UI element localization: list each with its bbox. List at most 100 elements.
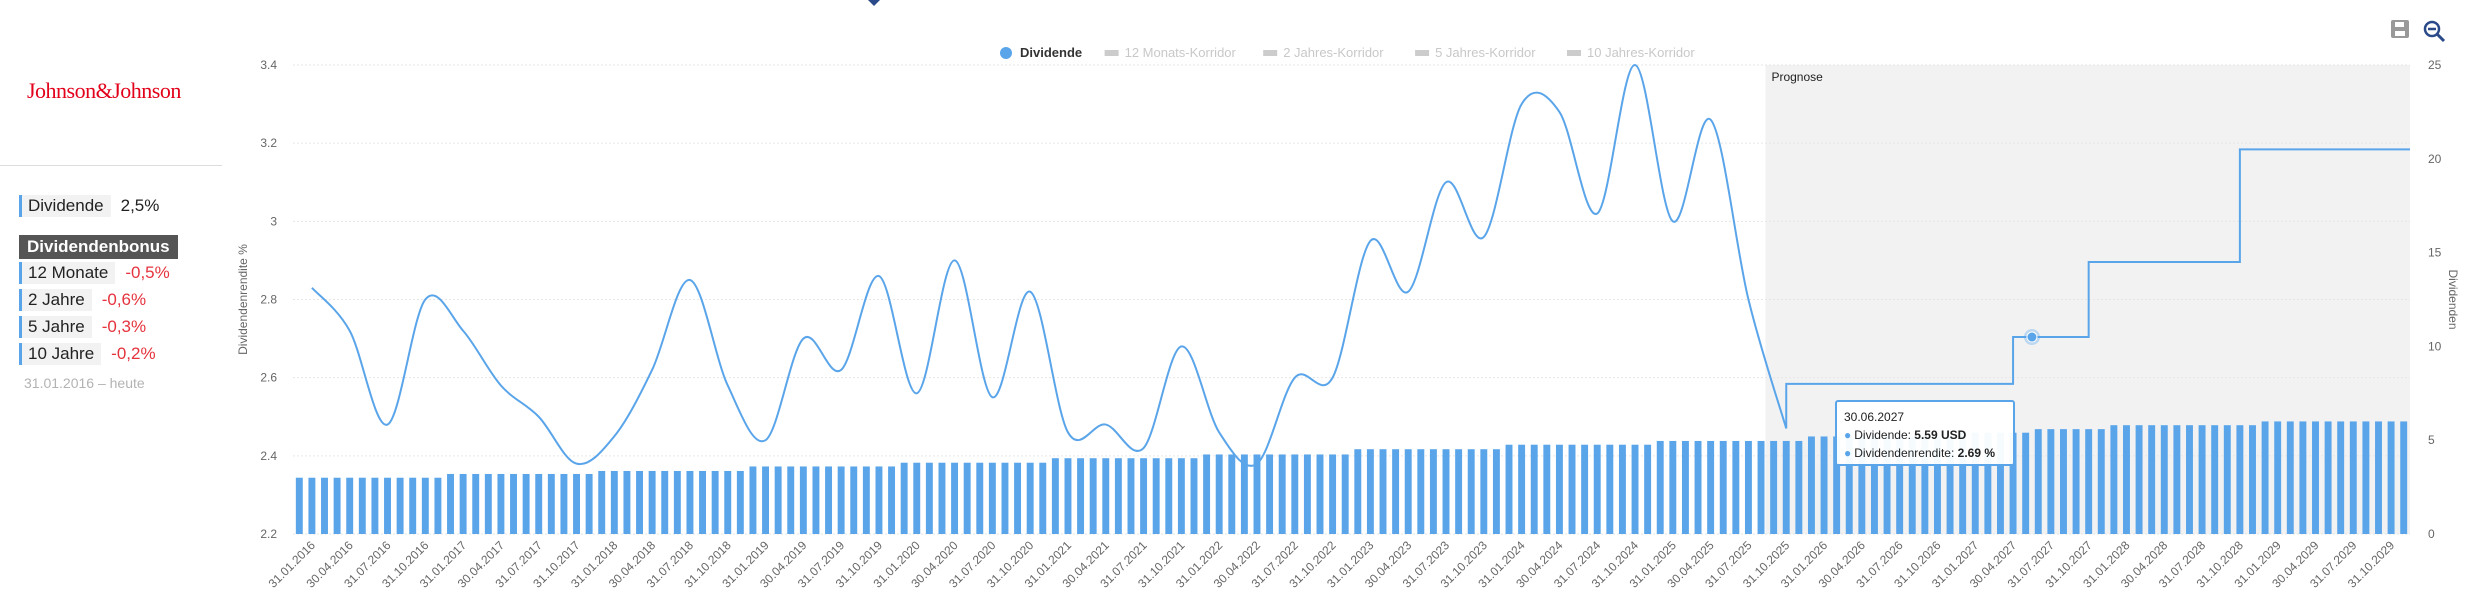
dividend-bar (1971, 432, 1979, 534)
dividend-bar (2047, 429, 2055, 534)
dividend-bar (434, 477, 442, 534)
tooltip-yield-label: Dividendenrendite: (1854, 446, 1955, 460)
tooltip-dividend-row: ● Dividende: 5.59 USD (1844, 428, 1967, 442)
legend-item: 12 Monats-Korridor (1125, 45, 1237, 60)
bonus-row-value: -0,5% (125, 263, 170, 282)
dividend-bar (2110, 425, 2118, 534)
dividend-bar (2160, 425, 2168, 534)
dividend-bar (1845, 436, 1853, 534)
y-left-tick: 2.4 (260, 449, 277, 463)
forecast-dividend-line (1785, 148, 2410, 429)
tooltip-yield-value: 2.69 % (1957, 446, 1996, 460)
dividend-bar (988, 462, 996, 534)
dividend-bar (1316, 454, 1324, 534)
dividend-bar (951, 462, 959, 534)
dividend-bar (2034, 429, 2042, 534)
dividend-bar (484, 473, 492, 534)
dividend-label: Dividende (19, 195, 111, 217)
dividend-bar (1782, 440, 1790, 534)
y-right-axis-title: Dividenden (2446, 269, 2460, 329)
dividend-bar (547, 473, 555, 534)
dividend-bar (850, 466, 858, 534)
dividend-bar (1530, 444, 1538, 534)
dividend-bar (1127, 458, 1135, 534)
dividend-bar (2060, 429, 2067, 534)
dividend-bar (1165, 458, 1173, 534)
dividend-bar (1543, 444, 1551, 534)
dividend-bar (459, 473, 467, 534)
dividend-bar (2173, 425, 2181, 534)
tooltip-dividend-value: 5.59 USD (1914, 428, 1967, 442)
dividend-bar (409, 477, 417, 534)
dividend-bar (2236, 425, 2244, 534)
dividend-bar (1064, 458, 1072, 534)
dividend-bar (2072, 429, 2080, 534)
dividend-bar (1581, 444, 1589, 534)
bonus-row-label: 12 Monate (19, 262, 116, 284)
dividend-bar (1933, 436, 1941, 534)
dividend-bar (913, 462, 921, 534)
dividend-bar (1240, 454, 1248, 534)
dividend-bar (1077, 458, 1085, 534)
dividend-bar (2223, 425, 2231, 534)
dividend-bar (321, 477, 328, 534)
dividend-bar (1177, 458, 1185, 534)
dividend-bar (623, 470, 631, 534)
dividend-bonus-title: Dividendenbonus (19, 235, 178, 259)
bonus-row-value: -0,2% (111, 344, 156, 363)
dividend-bar (2299, 421, 2307, 534)
bonus-row-12m: 12 Monate -0,5% (19, 262, 170, 284)
chart-tooltip: 30.06.2027 ● Dividende: 5.59 USD ● Dividen… (1835, 400, 2015, 466)
zoom-out-icon[interactable] (2423, 20, 2446, 43)
dividend-bar (1203, 454, 1211, 534)
dividend-bar (2211, 425, 2219, 534)
dividend-bar (1833, 436, 1841, 534)
dividend-bar (1505, 444, 1513, 534)
dividend-bar (673, 470, 681, 534)
legend-marker (1104, 50, 1119, 56)
dividend-bar (1442, 449, 1450, 534)
save-icon[interactable] (2391, 20, 2409, 38)
dividend-bar (636, 470, 643, 534)
dividend-stat: Dividende 2,5% (19, 195, 159, 217)
dividend-bar (1102, 458, 1110, 534)
dividend-bar (1770, 440, 1778, 534)
dividend-bar (1051, 458, 1059, 534)
dividend-bar (1152, 458, 1160, 534)
dividend-bar (358, 477, 366, 534)
dividend-value: 2,5% (120, 196, 160, 215)
bonus-row-label: 10 Jahre (19, 343, 102, 365)
dividend-bar (421, 477, 429, 534)
dividend-bar (2274, 421, 2282, 534)
y-left-tick: 2.2 (260, 527, 277, 541)
bonus-row-label: 5 Jahre (19, 316, 92, 338)
dividend-bar (1026, 462, 1034, 534)
dividend-bar (371, 477, 379, 534)
dividend-bar (1744, 440, 1752, 534)
dividend-bar (1644, 444, 1652, 534)
dividend-bar (938, 462, 946, 534)
y-left-axis-title: Dividendenrendite % (236, 244, 250, 355)
dividend-bar (2249, 425, 2256, 534)
dividend-bar (2400, 421, 2408, 534)
dividend-bar (1303, 454, 1311, 534)
dividend-bar (2375, 421, 2382, 534)
dividend-bar (2009, 432, 2017, 534)
legend-marker (1263, 50, 1278, 56)
dividend-bar (295, 477, 303, 534)
dividend-bar (1341, 454, 1349, 534)
dividend-bar (1039, 462, 1047, 534)
dividend-bar (774, 466, 782, 534)
dividend-bar (384, 477, 391, 534)
dividend-bar (396, 477, 404, 534)
dividend-bar (1291, 454, 1299, 534)
bonus-row-5y: 5 Jahre -0,3% (19, 316, 146, 338)
tooltip-dividend-label: Dividende: (1854, 428, 1911, 442)
company-logo: Johnson&Johnson (27, 78, 181, 103)
dividend-bar (875, 466, 883, 534)
dividend-bar (497, 473, 505, 534)
dividend-bar (963, 462, 971, 534)
dividend-bar (749, 466, 757, 534)
dividend-bar (1681, 440, 1689, 534)
y-right-tick: 15 (2428, 246, 2442, 260)
